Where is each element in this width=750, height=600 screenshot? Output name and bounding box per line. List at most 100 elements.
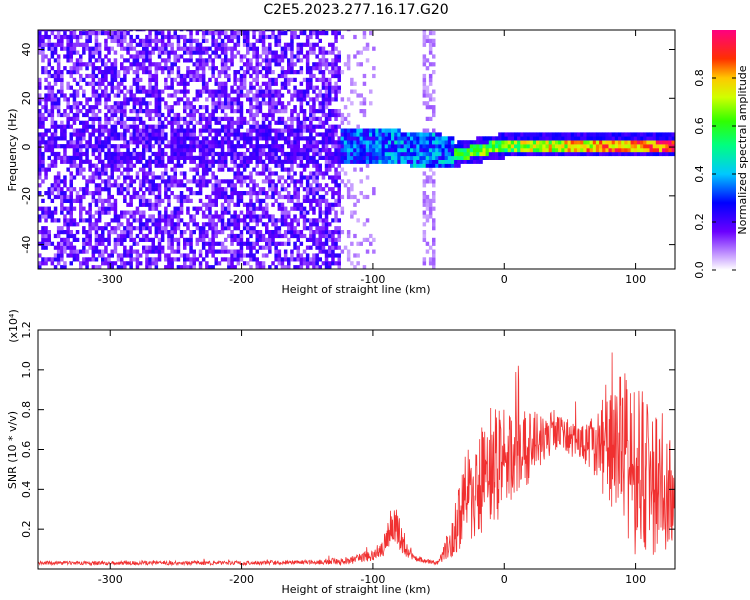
spectrogram-cell <box>233 222 237 227</box>
spectrogram-cell <box>583 144 587 149</box>
spectrogram-cell <box>309 226 313 231</box>
spectrogram-cell <box>315 253 319 258</box>
spectrogram-cell <box>618 151 622 157</box>
spectrogram-cell <box>315 116 319 121</box>
spectrogram-cell <box>50 97 55 102</box>
spectrogram-cell <box>343 245 348 250</box>
spectrogram-cell <box>595 151 600 157</box>
spectrogram-cell <box>113 159 118 164</box>
spectrogram-cell <box>192 159 196 164</box>
spectrogram-cell <box>145 105 149 110</box>
spectrogram-cell <box>305 58 310 63</box>
spectrogram-cell <box>66 116 70 121</box>
spectrogram-cell <box>312 206 316 211</box>
spectrogram-cell <box>293 214 297 219</box>
spectrogram-cell <box>432 265 436 269</box>
y-tick-label: -20 <box>20 187 33 205</box>
spectrogram-cell <box>214 210 218 215</box>
spectrogram-cell <box>432 97 436 102</box>
spectrogram-cell <box>170 183 174 188</box>
spectrogram-cell <box>47 206 51 211</box>
spectrogram-cell <box>305 81 310 86</box>
spectrogram-cell <box>69 191 73 196</box>
spectrogram-cell <box>265 222 269 227</box>
spectrogram-cell <box>116 237 121 242</box>
spectrogram-cell <box>220 50 225 55</box>
spectrogram-cell <box>116 218 121 223</box>
spectrogram-cell <box>646 148 650 153</box>
spectrogram-cell <box>129 253 133 258</box>
spectrogram-cell <box>113 77 118 82</box>
spectrogram-cell <box>195 167 200 172</box>
spectrogram-cell <box>318 198 322 203</box>
spectrogram-cell <box>113 214 118 219</box>
spectrogram-cell <box>154 151 159 157</box>
spectrogram-cell <box>208 226 212 231</box>
spectrogram-cell <box>422 34 427 40</box>
spectrogram-cell <box>123 112 127 118</box>
spectrogram-cell <box>88 257 92 262</box>
spectrogram-cell <box>548 136 553 141</box>
spectrogram-cell <box>132 124 137 129</box>
spectrogram-cell <box>318 155 322 160</box>
spectrogram-cell <box>110 105 114 110</box>
spectrogram-cell <box>186 144 190 149</box>
spectrogram-cell <box>129 54 133 59</box>
spectrogram-cell <box>331 233 335 239</box>
x-tick-label: -200 <box>229 573 254 586</box>
spectrogram-cell <box>145 54 149 59</box>
spectrogram-cell <box>283 46 288 51</box>
spectrogram-cell <box>151 85 155 90</box>
spectrogram-cell <box>72 148 77 153</box>
spectrogram-cell <box>88 163 92 168</box>
spectrogram-cell <box>183 222 187 227</box>
spectrogram-cell <box>258 101 263 106</box>
spectrogram-cell <box>142 89 146 94</box>
spectrogram-cell <box>309 175 313 180</box>
spectrogram-cell <box>230 167 234 172</box>
spectrogram-cell <box>227 226 231 231</box>
spectrogram-cell <box>135 81 140 86</box>
spectrogram-cell <box>299 233 304 239</box>
spectrogram-cell <box>176 194 181 200</box>
spectrogram-cell <box>312 163 316 168</box>
spectrogram-cell <box>101 187 105 192</box>
spectrogram-cell <box>299 70 304 75</box>
spectrogram-cell <box>265 136 269 141</box>
spectrogram-cell <box>85 128 89 133</box>
spectrogram-cell <box>312 198 316 203</box>
spectrogram-cell <box>249 81 253 86</box>
spectrogram-cell <box>268 241 272 246</box>
spectrogram-cell <box>120 124 124 129</box>
spectrogram-cell <box>564 132 568 137</box>
spectrogram-cell <box>195 77 200 82</box>
spectrogram-cell <box>88 38 92 43</box>
spectrogram-cell <box>198 261 203 266</box>
spectrogram-cell <box>239 54 244 59</box>
spectrogram-cell <box>258 144 263 149</box>
spectrogram-cell <box>312 105 316 110</box>
spectrogram-cell <box>539 140 543 145</box>
spectrogram-cell <box>324 253 329 258</box>
spectrogram-cell <box>268 66 272 71</box>
spectrogram-cell <box>258 218 263 223</box>
spectrogram-cell <box>428 116 433 121</box>
spectrogram-cell <box>56 62 61 67</box>
spectrogram-cell <box>265 30 269 32</box>
spectrogram-cell <box>365 128 370 133</box>
spectrogram-cell <box>113 230 118 235</box>
spectrogram-cell <box>176 66 181 71</box>
spectrogram-cell <box>148 171 152 176</box>
spectrogram-cell <box>201 81 206 86</box>
spectrogram-cell <box>126 155 130 160</box>
spectrogram-cell <box>365 144 370 149</box>
spectrogram-cell <box>44 66 48 71</box>
spectrogram-cell <box>157 183 162 188</box>
spectrogram-cell <box>38 120 42 125</box>
spectrogram-cell <box>107 233 111 239</box>
spectrogram-cell <box>224 116 228 121</box>
spectrogram-cell <box>246 50 250 55</box>
spectrogram-cell <box>38 85 42 90</box>
spectrogram-cell <box>126 175 130 180</box>
spectrogram-cell <box>422 214 427 219</box>
